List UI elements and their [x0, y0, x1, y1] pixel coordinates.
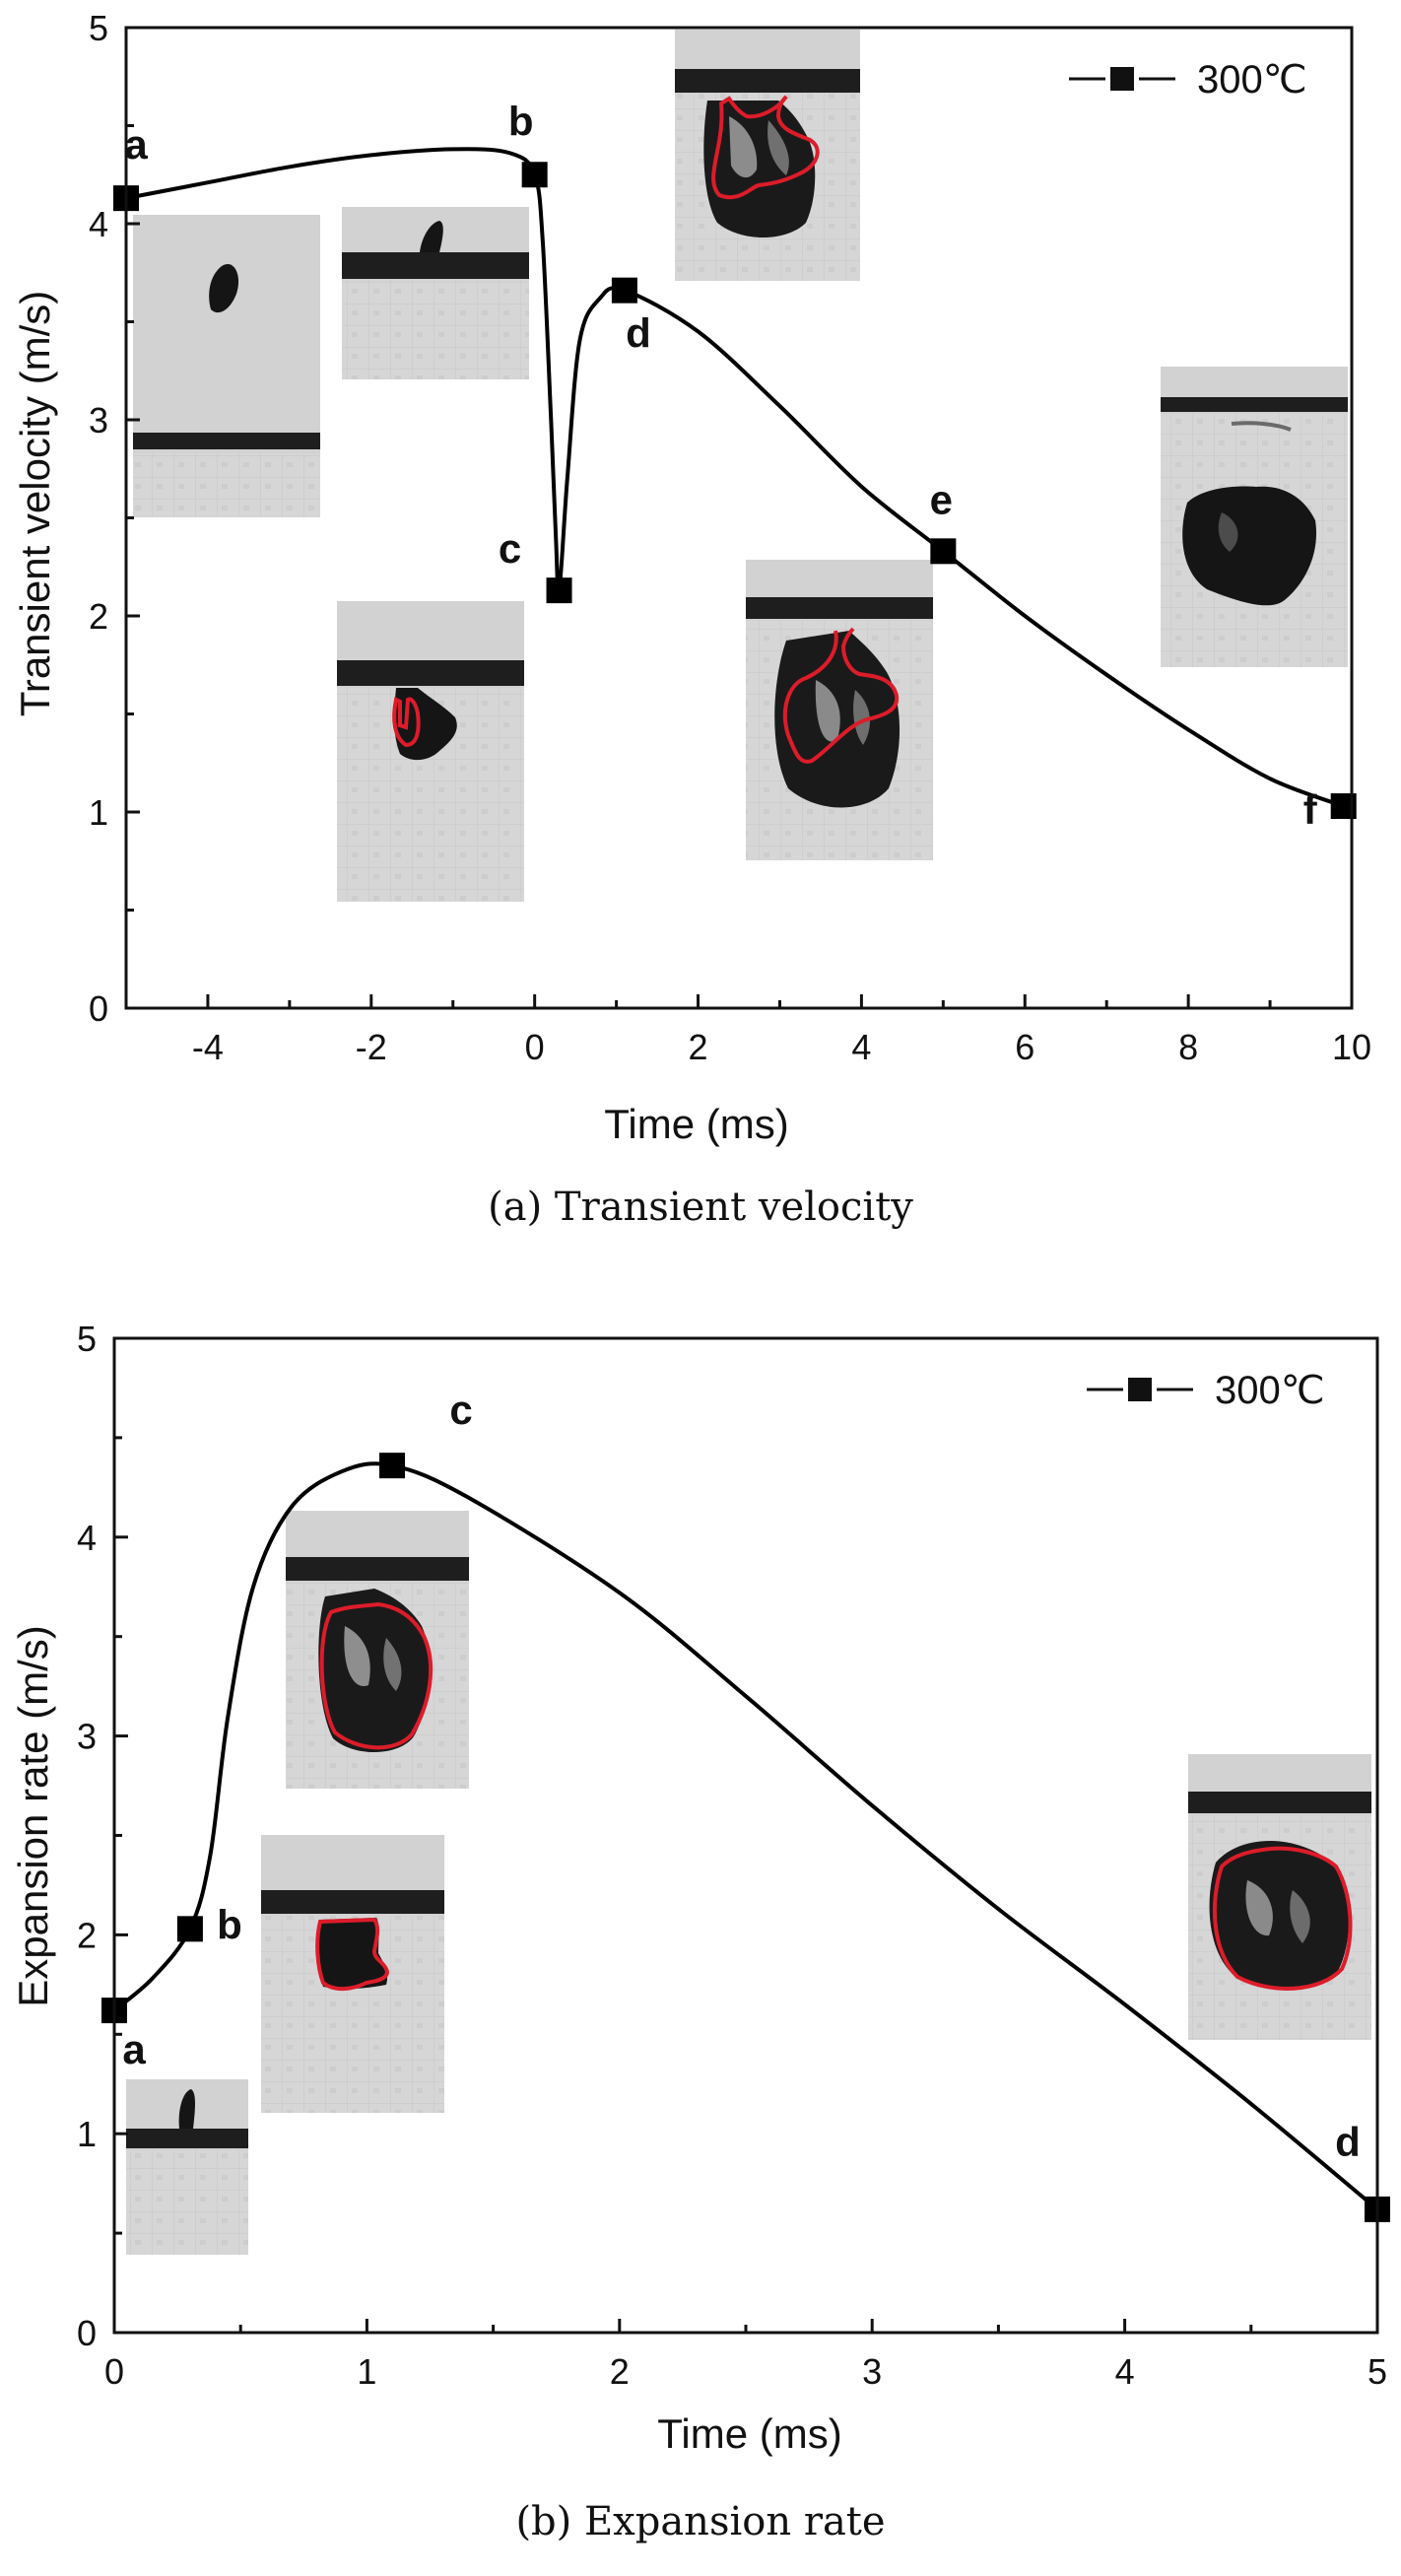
- y-tick-label: 5: [89, 8, 108, 48]
- data-point-c: [379, 1453, 406, 1479]
- y-tick-label: 2: [89, 596, 108, 637]
- x-tick-label: 8: [1178, 1027, 1198, 1067]
- x-tick-label: 2: [689, 1027, 708, 1067]
- photo-insets-b: [126, 1511, 1371, 2255]
- x-tick-label: -4: [192, 1027, 224, 1067]
- photo-insets-a: [133, 30, 1348, 902]
- legend-a: 300℃: [1069, 58, 1307, 102]
- chart-panel-b: 0 1 2 3 4 5 0 1 2 3 4 5 a b c d 300℃ Time (ms) Expansi…: [10, 1319, 1390, 2544]
- series-line: [112, 1461, 1379, 2211]
- y-tick-label: 0: [77, 2313, 97, 2353]
- x-axis-title-b: Time (ms): [657, 2410, 841, 2457]
- y-axis-title-a: Transient velocity (m/s): [12, 291, 58, 717]
- y-tick-label: 1: [89, 792, 108, 833]
- inset-photo: [133, 215, 320, 517]
- point-label-b: b: [508, 98, 534, 144]
- caption-a: (a) Transient velocity: [488, 1185, 913, 1230]
- x-tick-label: 1: [357, 2351, 376, 2392]
- x-tick-label: 2: [610, 2351, 630, 2392]
- x-tick-label: 5: [1368, 2351, 1387, 2392]
- inset-photo: [675, 30, 860, 281]
- y-tick-label: 5: [77, 1319, 97, 1359]
- plot-area-b: 0 1 2 3 4 5 0 1 2 3 4 5 a b c d 300℃ Time (ms) Expansi…: [10, 1319, 1390, 2544]
- y-tick-label: 2: [77, 1915, 97, 1955]
- point-label-a: a: [124, 121, 148, 168]
- data-point-e: [930, 538, 957, 565]
- x-tick-label: 4: [851, 1027, 871, 1067]
- x-tick-label: -2: [356, 1027, 387, 1067]
- data-point-c: [546, 577, 572, 604]
- x-tick-label: 10: [1332, 1027, 1371, 1067]
- inset-photo: [342, 207, 529, 379]
- caption-b: (b) Expansion rate: [515, 2499, 885, 2544]
- series-line-b: [112, 1461, 1379, 2211]
- y-tick-label: 4: [77, 1518, 97, 1558]
- inset-photo: [1161, 367, 1348, 667]
- x-tick-label: 0: [104, 2351, 124, 2392]
- point-label-e: e: [930, 476, 953, 522]
- inset-photo: [286, 1511, 469, 1789]
- point-label-d: d: [626, 310, 651, 357]
- inset-photo: [1188, 1754, 1371, 2040]
- inset-photo: [746, 560, 933, 860]
- y-tick-label: 0: [89, 988, 108, 1029]
- data-point-b: [521, 162, 548, 188]
- y-tick-label: 3: [89, 400, 108, 441]
- series-line-a: [125, 147, 1345, 808]
- plot-frame-a: [124, 26, 1354, 1010]
- plot-frame-b: [112, 1336, 1379, 2335]
- point-label-c: c: [499, 525, 521, 572]
- series-markers-b: a b c d: [101, 1387, 1390, 2222]
- point-label-f: f: [1303, 786, 1318, 833]
- point-label-a: a: [122, 2026, 146, 2072]
- legend-b: 300℃: [1087, 1369, 1325, 1412]
- x-axis-title-a: Time (ms): [604, 1101, 788, 1147]
- legend-label-a: 300℃: [1197, 58, 1307, 102]
- x-tick-label: 4: [1115, 2351, 1135, 2392]
- y-tick-label: 1: [77, 2114, 97, 2154]
- data-point-b: [176, 1916, 203, 1942]
- data-point-d: [611, 277, 637, 304]
- y-tick-label: 4: [89, 204, 108, 244]
- y-tick-label: 3: [77, 1717, 97, 1757]
- x-tick-label: 3: [862, 2351, 882, 2392]
- legend-label-b: 300℃: [1215, 1369, 1325, 1412]
- series-markers-a: a b c d e f: [113, 98, 1357, 833]
- x-tick-label: 6: [1015, 1027, 1034, 1067]
- series-line: [125, 147, 1345, 808]
- point-label-c: c: [449, 1387, 472, 1433]
- axis-ticks-a: -4 -2 0 2 4 6 8 10 0 1 2 3 4 5: [89, 8, 1371, 1067]
- inset-photo: [126, 2079, 248, 2255]
- x-tick-label: 0: [525, 1027, 545, 1067]
- inset-photo: [337, 601, 524, 902]
- point-label-b: b: [217, 1901, 242, 1947]
- y-axis-title-b: Expansion rate (m/s): [10, 1625, 56, 2006]
- point-label-d: d: [1335, 2119, 1361, 2165]
- inset-photo: [261, 1835, 444, 2113]
